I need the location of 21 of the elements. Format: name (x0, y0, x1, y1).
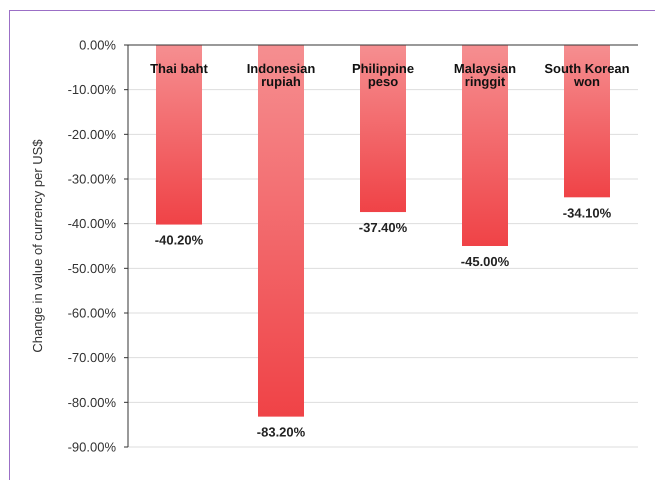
y-tick-label: -50.00% (68, 260, 116, 276)
data-label: -34.10% (562, 205, 612, 220)
data-label: -37.40% (358, 220, 408, 236)
x-tick-label: Malaysian ringgit (454, 61, 516, 89)
y-tick-label: -60.00% (68, 306, 116, 321)
x-tick-label: Thai baht (150, 61, 209, 76)
y-tick-label: -90.00% (68, 440, 116, 455)
y-tick-label: -80.00% (68, 394, 116, 410)
y-tick-label: -70.00% (68, 350, 116, 366)
y-tick-label: -30.00% (68, 172, 116, 187)
y-tick-label: 0.00% (79, 38, 116, 53)
data-label: -40.20% (154, 232, 204, 248)
x-tick-label: South Korean won (544, 61, 630, 89)
y-axis-title: Change in value of currency per US$ (30, 138, 45, 353)
y-tick-label: -40.00% (68, 216, 116, 232)
y-tick-label: -20.00% (68, 126, 116, 142)
x-tick-label: Philippine peso (352, 61, 414, 89)
x-tick-label: Indonesian rupiah (246, 61, 316, 89)
y-tick-label: -10.00% (68, 82, 116, 98)
data-label: -45.00% (460, 254, 510, 269)
data-label: -83.20% (256, 424, 306, 440)
